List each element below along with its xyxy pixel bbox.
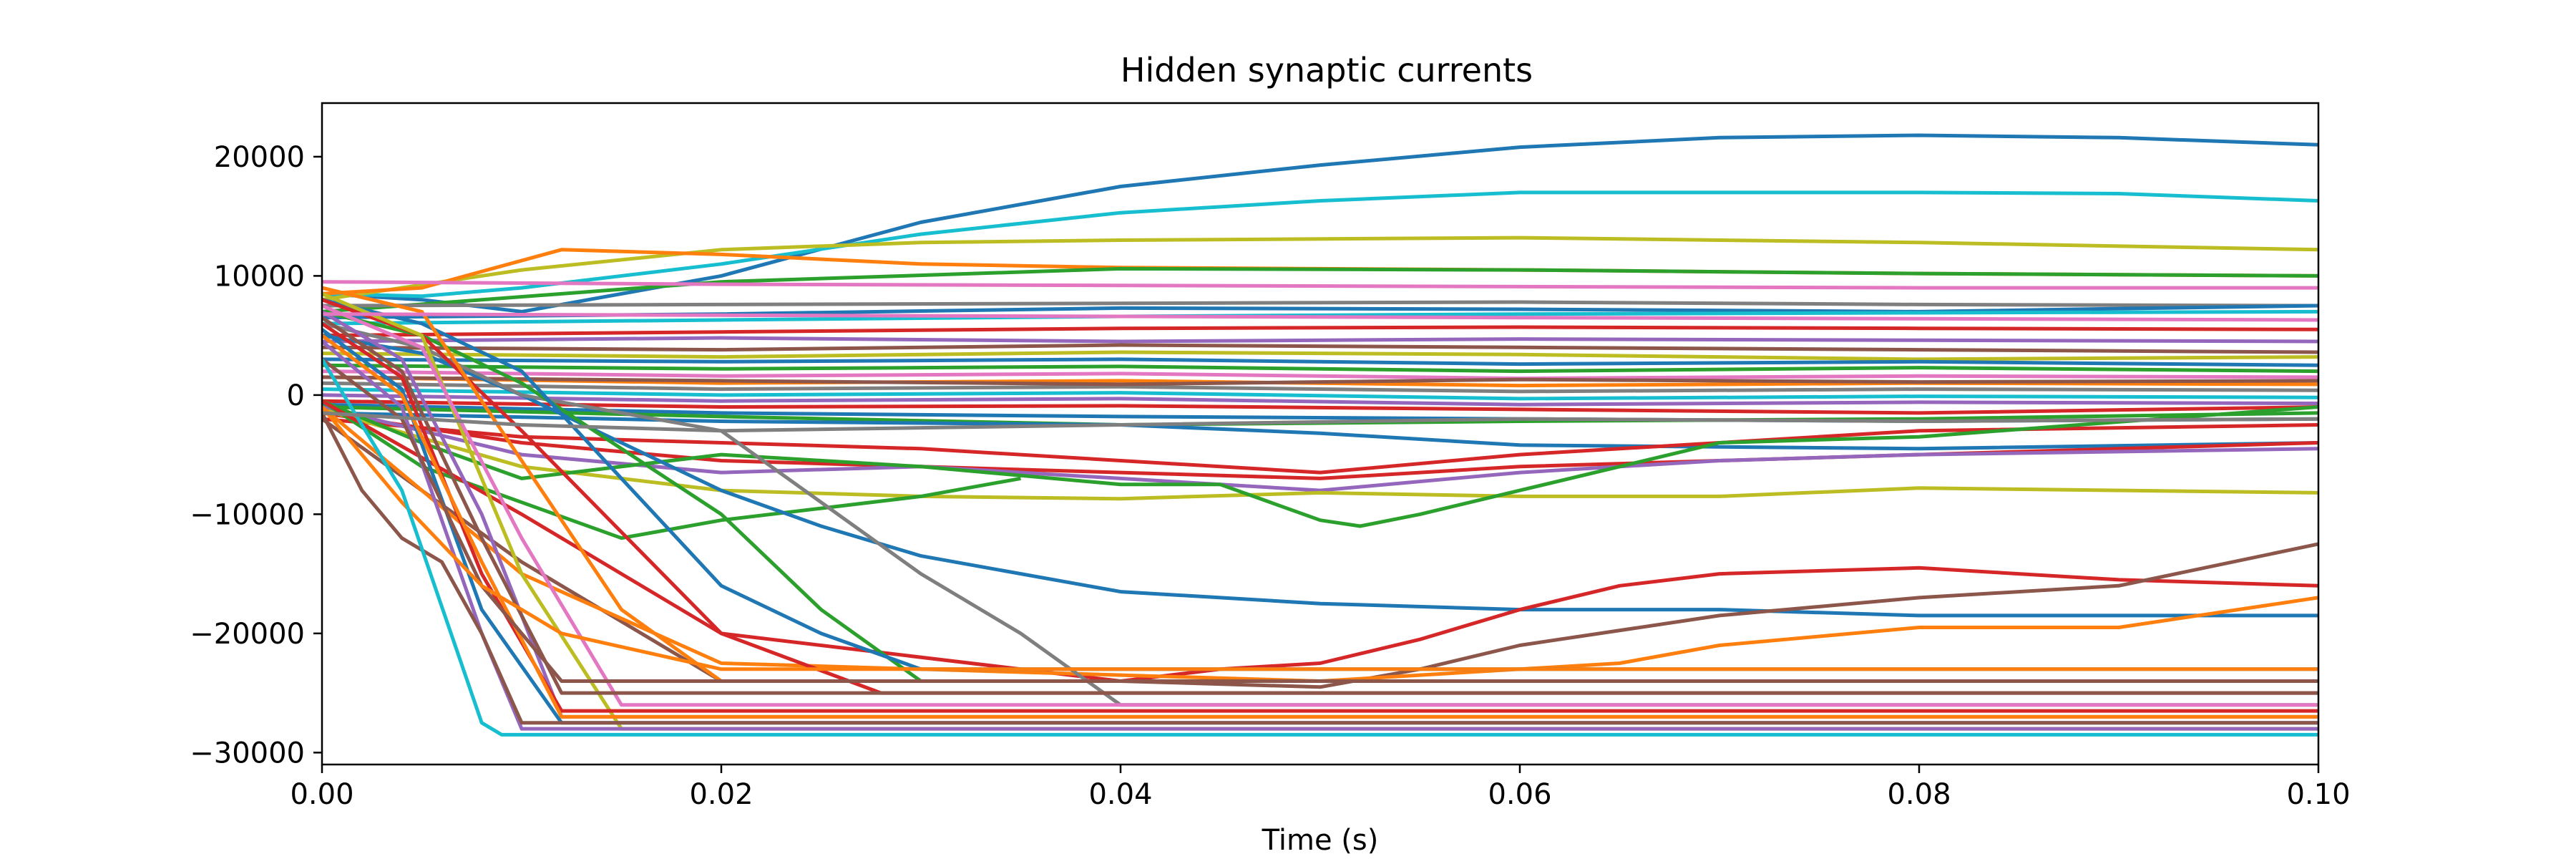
x-tick-label: 0.10 [2286,778,2350,811]
y-tick-label: −20000 [190,618,305,651]
x-tick-label: 0.04 [1088,778,1152,811]
series-line-25 [322,411,2318,451]
y-tick-label: −30000 [190,737,305,770]
series-line-10 [322,325,2318,338]
x-tick-label: 0.08 [1887,778,1951,811]
y-tick-label: −10000 [190,498,305,531]
y-tick-label: 20000 [214,141,305,174]
series-line-53 [322,411,2318,433]
y-tick-label: 10000 [214,260,305,293]
series-line-1 [322,133,2318,314]
series-line-47 [322,334,2318,719]
x-axis: 0.00 0.02 0.04 0.06 0.08 0.10 [290,765,2351,811]
plot-frame [321,102,2320,766]
x-tick-label: 0.06 [1488,778,1551,811]
chart-title: Hidden synaptic currents [1121,51,1533,89]
series-line-3 [322,236,2318,302]
series-line-42 [322,304,2318,707]
series-line-54 [322,312,2318,322]
series-line-20 [322,393,2318,407]
series-line-13 [322,350,2318,361]
series-line-52 [322,358,2318,737]
series-line-12 [322,343,2318,354]
y-tick-label: 0 [287,379,305,412]
series-layer [322,133,2318,737]
y-axis: −30000 −20000 −10000 0 10000 20000 [190,141,322,770]
series-line-6 [322,280,2318,290]
x-tick-label: 0.02 [689,778,753,811]
x-axis-label: Time (s) [1262,824,1379,857]
series-line-5 [322,266,2318,314]
series-line-30 [322,399,2318,528]
series-line-44 [322,316,2318,695]
series-line-32 [322,334,2318,618]
series-line-23 [322,375,2318,387]
series-line-7 [322,300,2318,308]
series-line-16 [322,369,2318,381]
series-line-26 [322,417,2318,475]
series-line-15 [322,363,2318,374]
series-line-19 [322,387,2318,401]
series-line-45 [322,321,2318,713]
series-line-11 [322,336,2318,344]
series-line-14 [322,357,2318,367]
series-line-21 [322,399,2318,415]
series-line-50 [322,412,2318,725]
series-line-51 [322,405,2318,671]
x-tick-label: 0.00 [290,778,353,811]
series-line-18 [322,381,2318,394]
series-line-2 [322,190,2318,299]
